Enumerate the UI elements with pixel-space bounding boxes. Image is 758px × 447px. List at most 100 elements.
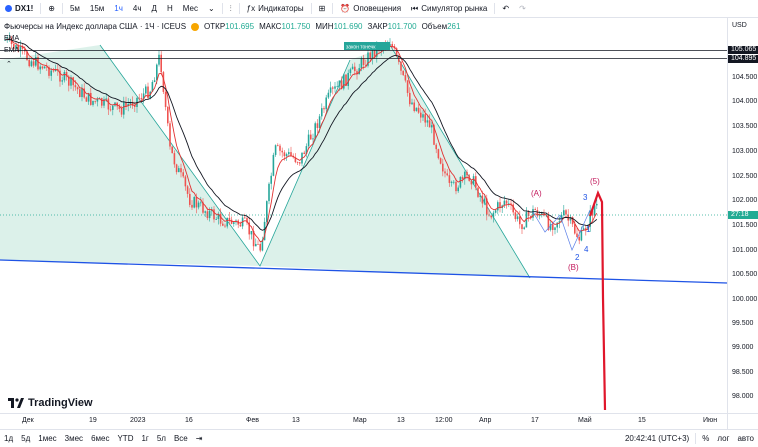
- candle-body: [373, 49, 376, 57]
- candle-body: [125, 102, 127, 106]
- candle-body: [450, 181, 453, 183]
- wave-label-1: 1: [586, 225, 591, 234]
- candle-body: [15, 45, 17, 50]
- candle-body: [424, 114, 426, 123]
- interval-week[interactable]: Н: [166, 4, 173, 13]
- candle-body: [288, 152, 290, 155]
- candle-body: [492, 212, 495, 218]
- time-label: 12:00: [435, 417, 453, 424]
- time-axis[interactable]: Дек 19 2023 16 Фев 13 Мар 13 12:00 Апр 1…: [0, 413, 727, 429]
- range-1y[interactable]: 1г: [141, 434, 149, 443]
- candle-body: [512, 204, 514, 213]
- candle-body: [70, 77, 72, 86]
- interval-5m[interactable]: 5м: [69, 4, 80, 13]
- candle-body: [147, 86, 149, 99]
- indicators-button[interactable]: ƒx Индикаторы: [242, 0, 309, 17]
- candle-body: [400, 61, 402, 71]
- candle-body: [217, 213, 220, 220]
- candle-body: [142, 93, 145, 100]
- compare-button[interactable]: ⊕: [43, 0, 60, 17]
- alerts-button[interactable]: ⏰ Оповещения: [335, 0, 406, 17]
- symbol-search[interactable]: DX1!: [0, 0, 38, 17]
- interval-4h[interactable]: 4ч: [132, 4, 142, 13]
- candle-body: [32, 61, 35, 66]
- plus-icon: ⊕: [48, 4, 55, 13]
- candle-body: [321, 108, 323, 117]
- candle-body: [365, 65, 367, 66]
- time-label: Апр: [479, 417, 492, 424]
- currency-label[interactable]: USD: [732, 22, 747, 29]
- close-label: ЗАКР: [367, 22, 388, 31]
- candle-body: [525, 211, 528, 228]
- candle-body: [371, 49, 374, 59]
- candle-body: [180, 168, 182, 173]
- candle-body: [200, 202, 202, 204]
- candle-body: [246, 218, 248, 223]
- candle-body: [193, 197, 195, 208]
- moving-average-slow: [4, 39, 598, 231]
- chart-type-button[interactable]: ⫶: [225, 0, 237, 17]
- replay-button[interactable]: ⏮ Симулятор рынка: [406, 0, 492, 17]
- candle-body: [19, 46, 22, 52]
- range-6m[interactable]: 6мес: [91, 434, 110, 443]
- interval-month[interactable]: Мес: [182, 4, 198, 13]
- price-scale[interactable]: USD 104.500 104.000 103.500 103.000 102.…: [727, 18, 758, 428]
- candle-body: [8, 37, 11, 39]
- layout-button[interactable]: ⊞: [314, 0, 331, 17]
- price-label: 104.000: [732, 98, 758, 105]
- interval-day[interactable]: Д: [151, 4, 157, 13]
- candle-body: [497, 202, 499, 211]
- candle-body: [530, 215, 532, 218]
- open-label: ОТКР: [204, 22, 226, 31]
- wave-label-3: 3: [583, 193, 588, 202]
- candle-body: [274, 145, 277, 155]
- candle-body: [160, 54, 162, 73]
- candle-body: [283, 152, 286, 157]
- interval-1h[interactable]: 1ч: [114, 4, 123, 13]
- logo-text: TradingView: [28, 397, 93, 409]
- interval-15m[interactable]: 15м: [89, 4, 105, 13]
- interval-dropdown[interactable]: ⌄: [203, 0, 220, 17]
- percent-toggle[interactable]: %: [702, 434, 710, 443]
- range-5d[interactable]: 5д: [21, 434, 31, 443]
- candle-body: [92, 100, 94, 105]
- candle-body: [585, 228, 587, 230]
- price-label: 100.500: [732, 271, 758, 278]
- candle-body: [453, 181, 455, 183]
- go-to-date-button[interactable]: ⇥: [192, 434, 207, 443]
- redo-button[interactable]: ↷: [514, 0, 531, 17]
- candle-body: [435, 144, 437, 150]
- ema-legend-2[interactable]: EMA: [4, 47, 20, 54]
- price-label: 98.500: [732, 369, 754, 376]
- range-3m[interactable]: 3мес: [64, 434, 84, 443]
- price-chart[interactable]: (A) (B) (5) 3 4 2 1 закон тонечк: [0, 18, 727, 428]
- range-5y[interactable]: 5л: [156, 434, 166, 443]
- undo-button[interactable]: ↶: [497, 0, 514, 17]
- time-label: Мар: [353, 417, 367, 424]
- candle-body: [486, 198, 488, 215]
- range-1d[interactable]: 1д: [4, 434, 14, 443]
- auto-toggle[interactable]: авто: [737, 434, 754, 443]
- range-1m[interactable]: 1мес: [38, 434, 57, 443]
- candle-body: [107, 98, 110, 110]
- legend-title: Фьючерсы на Индекс доллара США · 1Ч · IC…: [4, 22, 187, 31]
- candle-body: [145, 86, 147, 94]
- time-label: 13: [397, 417, 405, 424]
- clock-display[interactable]: 20:42:41 (UTC+3): [624, 434, 690, 443]
- range-ytd[interactable]: YTD: [117, 434, 134, 443]
- candle-body: [151, 81, 154, 92]
- candle-body: [516, 216, 519, 220]
- collapse-legend-icon[interactable]: ⌃: [6, 61, 12, 68]
- candle-body: [303, 152, 305, 155]
- candle-body: [195, 197, 198, 208]
- tradingview-logo[interactable]: TradingView: [8, 397, 93, 409]
- range-all[interactable]: Все: [173, 434, 188, 443]
- ema-legend-1[interactable]: EMA: [4, 35, 20, 42]
- candle-body: [208, 210, 211, 219]
- log-toggle[interactable]: лог: [717, 434, 730, 443]
- candle-body: [68, 76, 70, 86]
- candle-body: [483, 198, 486, 204]
- candle-body: [13, 44, 15, 50]
- candle-body: [448, 175, 451, 183]
- price-label: 102.500: [732, 173, 758, 180]
